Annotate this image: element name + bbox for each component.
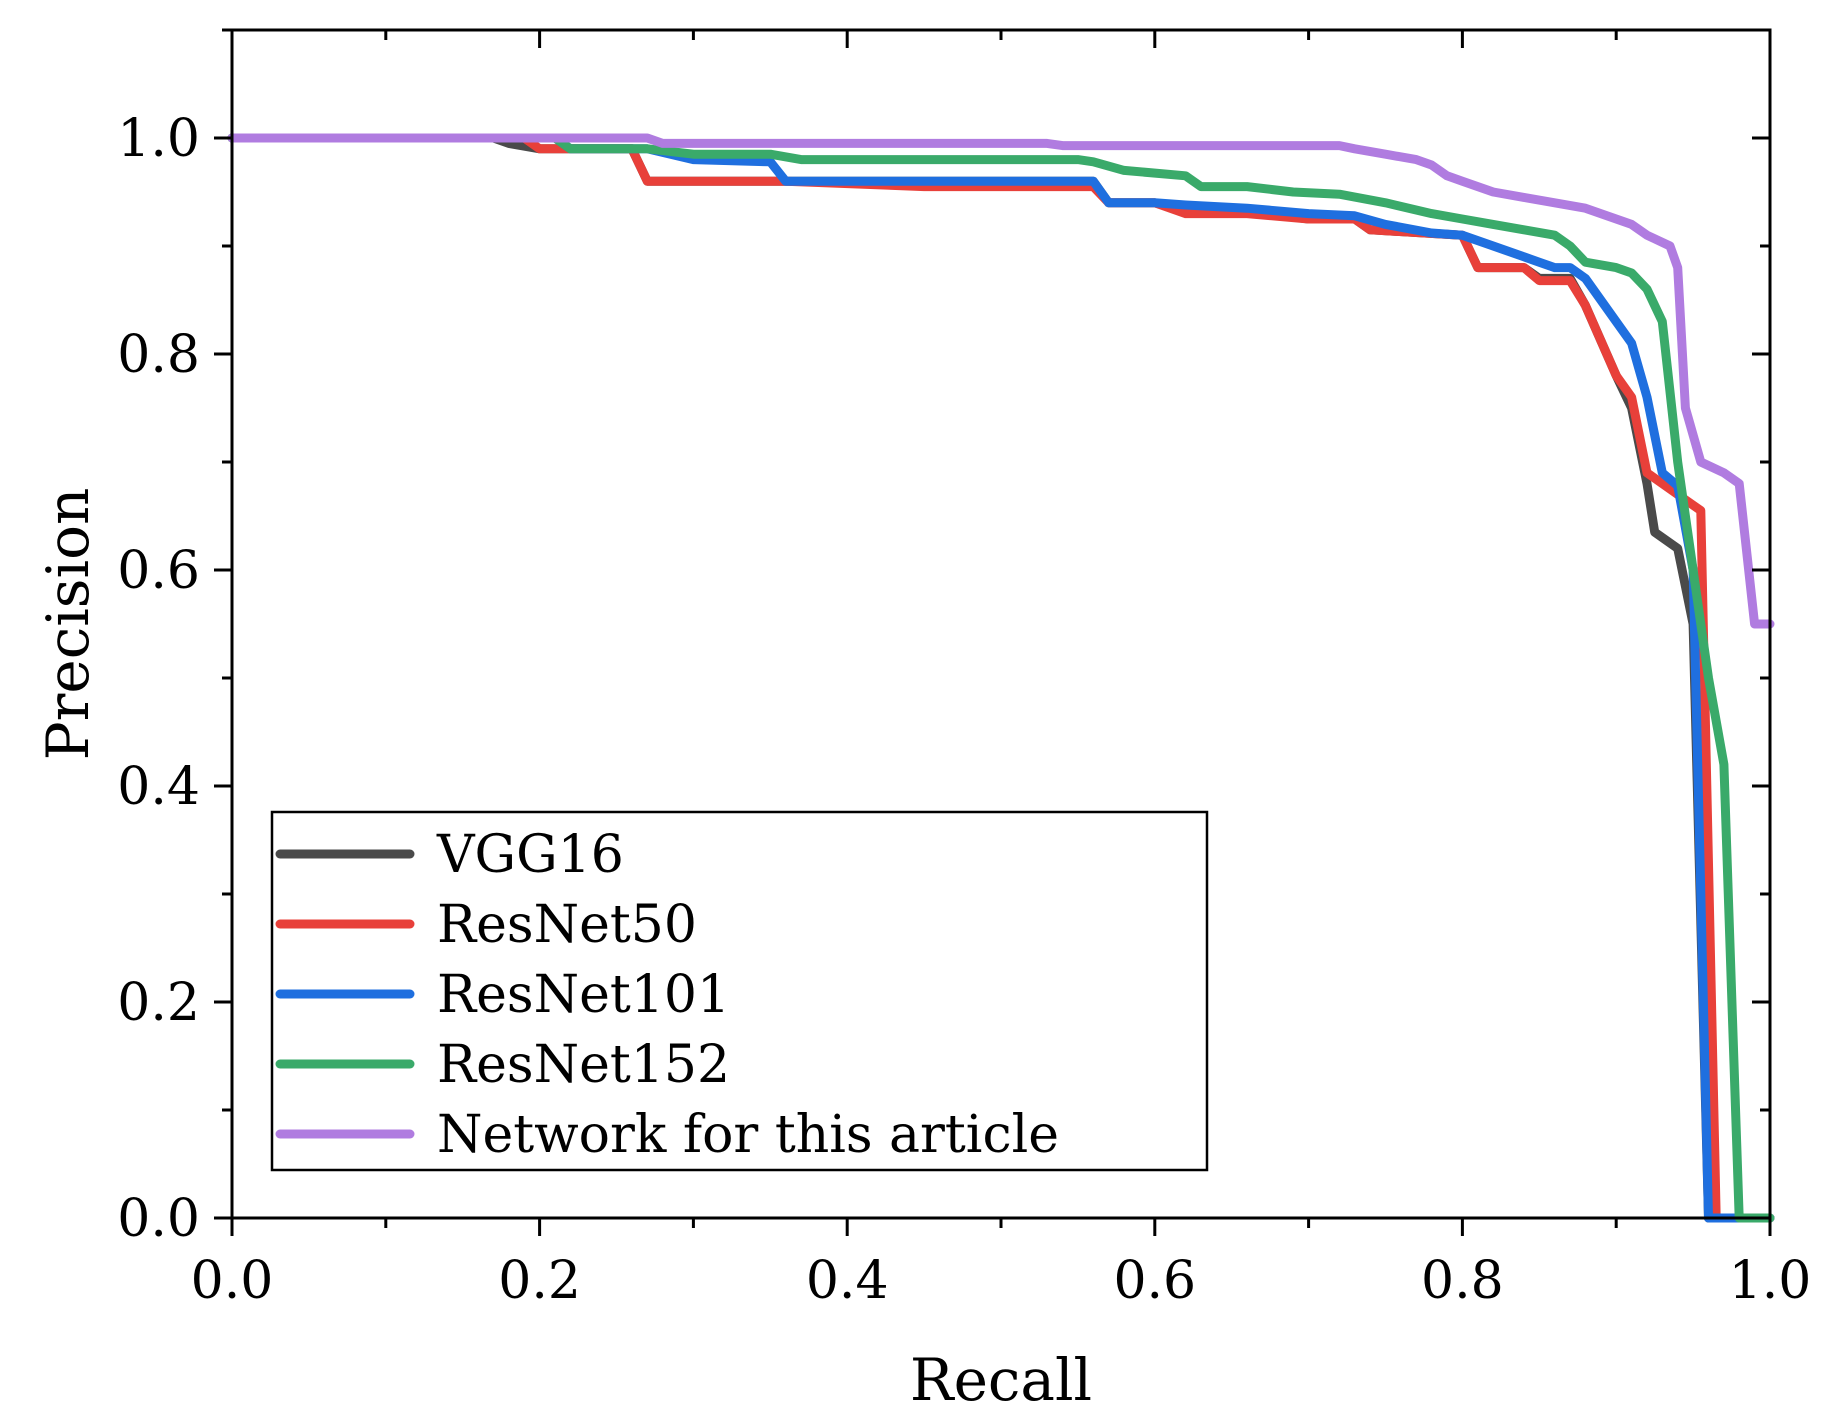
y-tick-label: 0.6: [117, 541, 200, 601]
x-tick-label: 0.4: [806, 1251, 889, 1311]
x-tick-label: 0.6: [1113, 1251, 1196, 1311]
legend-label-1: VGG16: [436, 825, 624, 885]
x-axis-title: Recall: [910, 1346, 1092, 1414]
legend-label-3: ResNet101: [437, 965, 730, 1025]
series-layer: [227, 133, 1775, 1223]
series-line-4: [227, 133, 1775, 1223]
y-tick-label: 0.0: [117, 1189, 200, 1249]
y-tick-label: 1.0: [117, 109, 200, 169]
y-tick-label: 0.4: [117, 757, 200, 817]
x-tick-label: 0.0: [191, 1251, 274, 1311]
axes-layer: 0.0 0.2 0.4 0.6 0.8 1.0 0.0 0.2 0.4 0.6 0.8 1.0: [117, 28, 1812, 1311]
y-tick-label: 0.2: [117, 973, 200, 1033]
x-tick-label: 0.2: [498, 1251, 581, 1311]
x-tick-label: 0.8: [1421, 1251, 1504, 1311]
legend-label-5: Network for this article: [437, 1105, 1059, 1165]
legend-label-2: ResNet50: [437, 895, 697, 955]
series-line-3: [227, 133, 1775, 1223]
x-tick-label: 1.0: [1729, 1251, 1812, 1311]
legend: VGG16 ResNet50 ResNet101 ResNet152 Network f…: [270, 810, 1209, 1172]
series-line-5: [227, 133, 1775, 629]
y-axis-title: Precision: [34, 488, 102, 761]
legend-box: [270, 810, 1209, 1172]
legend-label-4: ResNet152: [437, 1035, 730, 1095]
y-tick-label: 0.8: [117, 325, 200, 385]
